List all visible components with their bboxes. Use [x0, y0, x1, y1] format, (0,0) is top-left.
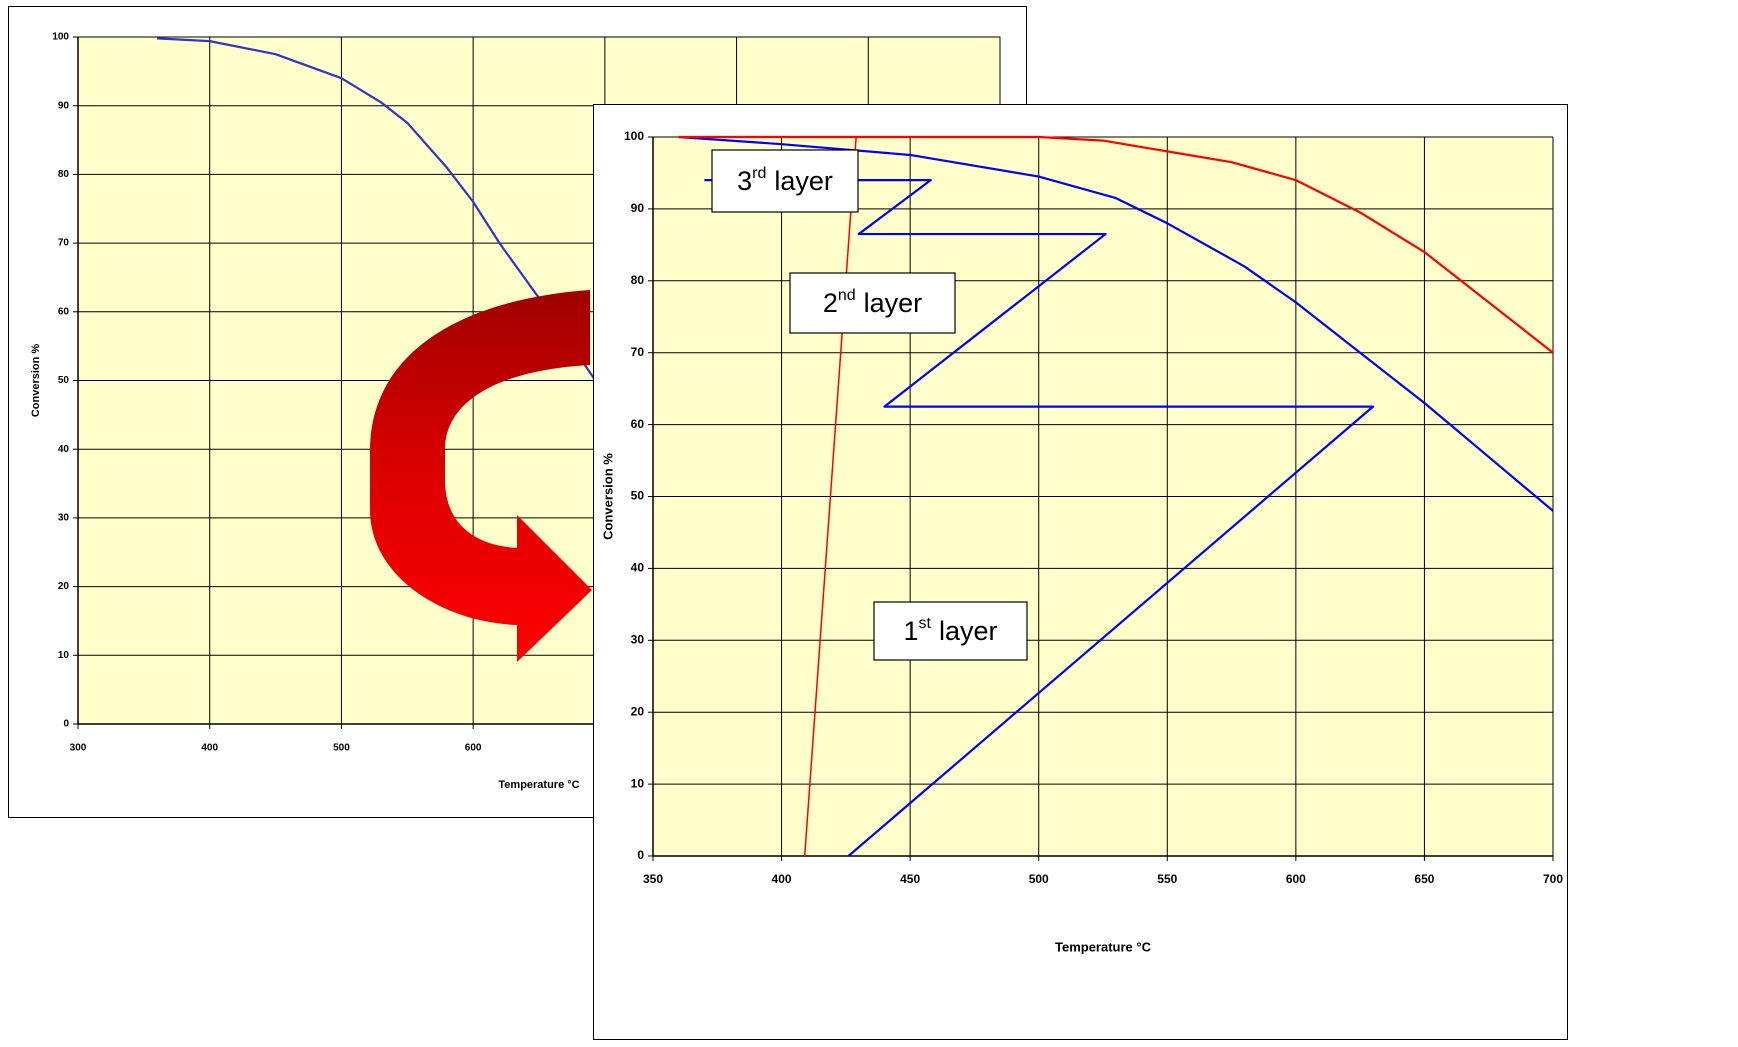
y-tick-label: 90 — [58, 100, 70, 111]
y-tick-label: 80 — [58, 169, 70, 180]
annotation-ordinal: rd — [752, 165, 766, 182]
annotation-number: 1 — [903, 616, 918, 646]
y-axis-label: Conversion % — [600, 453, 615, 540]
x-tick-label: 550 — [1157, 872, 1177, 886]
figure: 0102030405060708090100300400500600700800… — [0, 0, 1738, 1047]
y-tick-label: 20 — [631, 704, 645, 718]
x-tick-label: 700 — [1543, 872, 1563, 886]
y-tick-label: 40 — [58, 444, 70, 455]
x-tick-label: 300 — [70, 743, 87, 754]
annotation-word: layer — [774, 166, 833, 196]
y-tick-label: 10 — [631, 776, 645, 790]
y-tick-label: 50 — [58, 375, 70, 386]
x-tick-label: 500 — [333, 743, 350, 754]
x-tick-label: 400 — [772, 872, 792, 886]
annotation-number: 2 — [823, 288, 838, 318]
y-axis-label: Conversion % — [30, 344, 42, 418]
y-tick-label: 30 — [58, 513, 70, 524]
y-tick-label: 0 — [637, 848, 644, 862]
y-tick-label: 60 — [631, 417, 645, 431]
x-tick-label: 600 — [465, 743, 482, 754]
y-tick-label: 10 — [58, 650, 70, 661]
annotation-number: 3 — [737, 166, 752, 196]
y-tick-label: 90 — [631, 201, 645, 215]
x-axis-label: Temperature °C — [1055, 939, 1152, 954]
x-tick-label: 600 — [1286, 872, 1306, 886]
y-tick-label: 60 — [58, 306, 70, 317]
y-tick-label: 20 — [58, 581, 70, 592]
x-tick-label: 450 — [900, 872, 920, 886]
annotation-ordinal: nd — [838, 287, 856, 304]
y-tick-label: 70 — [58, 238, 70, 249]
y-tick-label: 100 — [52, 32, 69, 43]
annotation-word: layer — [939, 616, 998, 646]
x-tick-label: 400 — [201, 743, 218, 754]
y-tick-label: 70 — [631, 345, 645, 359]
y-tick-label: 50 — [631, 489, 645, 503]
page: 0102030405060708090100300400500600700800… — [0, 0, 1738, 1047]
x-axis-label: Temperature °C — [498, 779, 579, 791]
front-chart: 0 10 20 30 40 50 60 70 80 90 100 350 400 450 500 550 600… — [594, 105, 1568, 1040]
annotation-ordinal: st — [919, 615, 932, 632]
y-tick-label: 100 — [624, 129, 644, 143]
y-tick-label: 30 — [631, 632, 645, 646]
x-tick-label: 500 — [1029, 872, 1049, 886]
annotation-word: layer — [864, 288, 923, 318]
y-tick-label: 40 — [631, 561, 645, 575]
y-tick-label: 0 — [63, 719, 69, 730]
x-tick-label: 650 — [1414, 872, 1434, 886]
x-tick-label: 350 — [643, 872, 663, 886]
y-tick-label: 80 — [631, 273, 645, 287]
